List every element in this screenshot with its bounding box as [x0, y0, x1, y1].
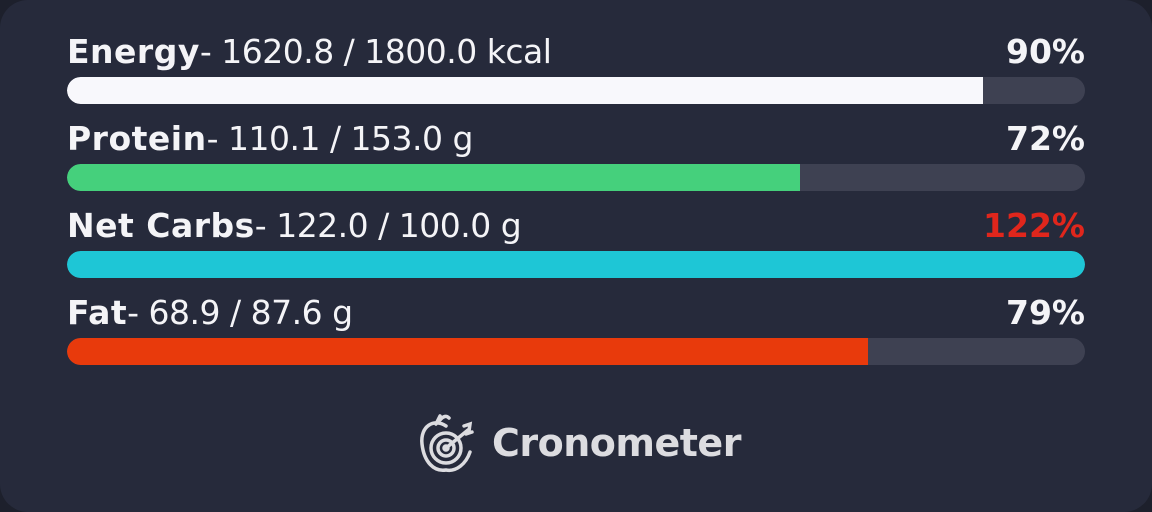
nutrient-label: Fat- 68.9 / 87.6 g: [67, 293, 353, 333]
nutrient-percent: 122%: [983, 206, 1085, 245]
progress-fill: [67, 338, 869, 365]
apple-target-icon: [420, 414, 474, 473]
nutrient-amount: - 1620.8 / 1800.0 kcal: [199, 32, 552, 71]
nutrient-percent: 72%: [1006, 119, 1085, 158]
progress-bar: [67, 164, 1085, 191]
nutrient-row-protein: Protein- 110.1 / 153.0 g 72%: [67, 119, 1085, 229]
nutrient-name: Net Carbs: [67, 206, 255, 245]
nutrient-row-energy: Energy- 1620.8 / 1800.0 kcal 90%: [67, 32, 1085, 142]
nutrient-name: Energy: [67, 32, 200, 71]
nutrient-name: Fat: [67, 293, 128, 332]
progress-fill: [67, 251, 1085, 278]
nutrient-label: Protein- 110.1 / 153.0 g: [67, 119, 473, 159]
nutrient-percent: 90%: [1006, 32, 1085, 71]
brand-name: Cronometer: [492, 421, 741, 465]
nutrient-amount: - 68.9 / 87.6 g: [127, 293, 353, 332]
progress-bar: [67, 251, 1085, 278]
nutrient-row-fat: Fat- 68.9 / 87.6 g 79%: [67, 293, 1085, 403]
cronometer-logo: Cronometer: [416, 410, 741, 476]
progress-bar: [67, 77, 1085, 104]
nutrient-percent: 79%: [1006, 293, 1085, 332]
nutrient-amount: - 122.0 / 100.0 g: [254, 206, 522, 245]
nutrient-name: Protein: [67, 119, 207, 158]
nutrient-amount: - 110.1 / 153.0 g: [206, 119, 474, 158]
nutrient-label: Energy- 1620.8 / 1800.0 kcal: [67, 32, 552, 72]
nutrient-label: Net Carbs- 122.0 / 100.0 g: [67, 206, 522, 246]
progress-fill: [67, 164, 800, 191]
nutrient-row-net-carbs: Net Carbs- 122.0 / 100.0 g 122%: [67, 206, 1085, 316]
progress-fill: [67, 77, 984, 104]
progress-bar: [67, 338, 1085, 365]
